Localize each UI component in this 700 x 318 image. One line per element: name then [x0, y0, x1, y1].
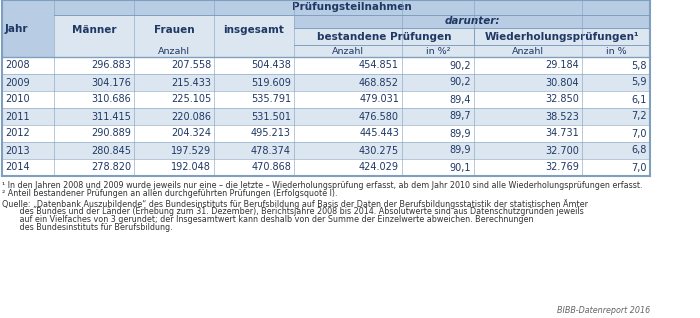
- Text: 29.184: 29.184: [545, 60, 579, 71]
- Text: Quelle: „Datenbank Auszubildende“ des Bundesinstituts für Berufsbildung auf Basi: Quelle: „Datenbank Auszubildende“ des Bu…: [2, 199, 588, 209]
- Text: darunter:: darunter:: [444, 17, 500, 26]
- Bar: [294, 45, 402, 57]
- Text: 204.324: 204.324: [171, 128, 211, 139]
- Text: 89,4: 89,4: [449, 94, 471, 105]
- Text: Anzahl: Anzahl: [512, 46, 544, 56]
- Text: Jahr: Jahr: [5, 24, 29, 33]
- Text: 519.609: 519.609: [251, 78, 291, 87]
- Text: 192.048: 192.048: [171, 162, 211, 172]
- Bar: [2, 125, 650, 142]
- Text: 5,9: 5,9: [631, 78, 647, 87]
- Bar: [214, 15, 294, 45]
- Text: 90,2: 90,2: [449, 60, 471, 71]
- Text: 430.275: 430.275: [359, 146, 399, 156]
- Text: 290.889: 290.889: [91, 128, 131, 139]
- Text: 197.529: 197.529: [171, 146, 211, 156]
- Text: des Bundes und der Länder (Erhebung zum 31. Dezember), Berichtsjahre 2008 bis 20: des Bundes und der Länder (Erhebung zum …: [2, 207, 584, 216]
- Text: des Bundesinstituts für Berufsbildung.: des Bundesinstituts für Berufsbildung.: [2, 223, 173, 232]
- Bar: [2, 91, 650, 108]
- Text: 445.443: 445.443: [359, 128, 399, 139]
- Text: 90,1: 90,1: [449, 162, 471, 172]
- Text: in %²: in %²: [426, 46, 450, 56]
- Text: 215.433: 215.433: [171, 78, 211, 87]
- Text: auf ein Vielfaches von 3 gerundet; der Insgesamtwert kann deshalb von der Summe : auf ein Vielfaches von 3 gerundet; der I…: [2, 215, 533, 224]
- Text: 2013: 2013: [5, 146, 29, 156]
- Text: 89,9: 89,9: [449, 128, 471, 139]
- Text: 470.868: 470.868: [251, 162, 291, 172]
- Text: 38.523: 38.523: [545, 112, 579, 121]
- Bar: [2, 74, 650, 91]
- Bar: [294, 15, 650, 28]
- Text: 34.731: 34.731: [545, 128, 579, 139]
- Text: 535.791: 535.791: [251, 94, 291, 105]
- Text: 2014: 2014: [5, 162, 29, 172]
- Bar: [294, 28, 474, 45]
- Text: ¹ In den Jahren 2008 und 2009 wurde jeweils nur eine – die letzte – Wiederholung: ¹ In den Jahren 2008 und 2009 wurde jewe…: [2, 181, 643, 190]
- Bar: [2, 159, 650, 176]
- Text: 220.086: 220.086: [171, 112, 211, 121]
- Text: Anzahl: Anzahl: [158, 46, 190, 56]
- Text: 468.852: 468.852: [359, 78, 399, 87]
- Text: 90,2: 90,2: [449, 78, 471, 87]
- Text: 304.176: 304.176: [91, 78, 131, 87]
- Text: 280.845: 280.845: [91, 146, 131, 156]
- Text: 2010: 2010: [5, 94, 29, 105]
- Text: 32.850: 32.850: [545, 94, 579, 105]
- Text: 7,2: 7,2: [631, 112, 647, 121]
- Text: Frauen: Frauen: [154, 25, 195, 35]
- Text: 2008: 2008: [5, 60, 29, 71]
- Text: 424.029: 424.029: [359, 162, 399, 172]
- Bar: [474, 45, 582, 57]
- Text: 2012: 2012: [5, 128, 29, 139]
- Text: bestandene Prüfungen: bestandene Prüfungen: [316, 31, 452, 42]
- Text: 296.883: 296.883: [91, 60, 131, 71]
- Text: ² Anteil bestandener Prüfungen an allen durchgeführten Prüfungen (Erfolgsquote I: ² Anteil bestandener Prüfungen an allen …: [2, 189, 337, 198]
- Text: Prüfungsteilnahmen: Prüfungsteilnahmen: [292, 3, 412, 12]
- Text: 7,0: 7,0: [631, 128, 647, 139]
- Bar: [54, 45, 294, 57]
- Text: BIBB-Datenreport 2016: BIBB-Datenreport 2016: [556, 306, 650, 315]
- Bar: [582, 45, 650, 57]
- Text: 5,8: 5,8: [631, 60, 647, 71]
- Bar: [134, 15, 214, 45]
- Text: 207.558: 207.558: [171, 60, 211, 71]
- Text: 2009: 2009: [5, 78, 29, 87]
- Text: 311.415: 311.415: [91, 112, 131, 121]
- Text: 32.700: 32.700: [545, 146, 579, 156]
- Text: 531.501: 531.501: [251, 112, 291, 121]
- Bar: [474, 28, 650, 45]
- Text: 478.374: 478.374: [251, 146, 291, 156]
- Text: 278.820: 278.820: [91, 162, 131, 172]
- Bar: [2, 57, 650, 74]
- Text: in %: in %: [606, 46, 626, 56]
- Text: 6,1: 6,1: [631, 94, 647, 105]
- Bar: [2, 142, 650, 159]
- Text: 7,0: 7,0: [631, 162, 647, 172]
- Text: 310.686: 310.686: [91, 94, 131, 105]
- Text: Wiederholungsprüfungen¹: Wiederholungsprüfungen¹: [484, 31, 639, 42]
- Text: 89,7: 89,7: [449, 112, 471, 121]
- Text: 2011: 2011: [5, 112, 29, 121]
- Text: 454.851: 454.851: [359, 60, 399, 71]
- Text: 6,8: 6,8: [631, 146, 647, 156]
- Text: 89,9: 89,9: [449, 146, 471, 156]
- Bar: [402, 45, 474, 57]
- Bar: [54, 0, 650, 15]
- Bar: [2, 108, 650, 125]
- Text: insgesamt: insgesamt: [223, 25, 284, 35]
- Text: 32.769: 32.769: [545, 162, 579, 172]
- Text: Männer: Männer: [71, 25, 116, 35]
- Bar: [2, 0, 54, 57]
- Text: 225.105: 225.105: [171, 94, 211, 105]
- Text: Anzahl: Anzahl: [332, 46, 364, 56]
- Bar: [54, 15, 134, 45]
- Text: 476.580: 476.580: [359, 112, 399, 121]
- Text: 479.031: 479.031: [359, 94, 399, 105]
- Text: 495.213: 495.213: [251, 128, 291, 139]
- Text: 504.438: 504.438: [251, 60, 291, 71]
- Text: 30.804: 30.804: [545, 78, 579, 87]
